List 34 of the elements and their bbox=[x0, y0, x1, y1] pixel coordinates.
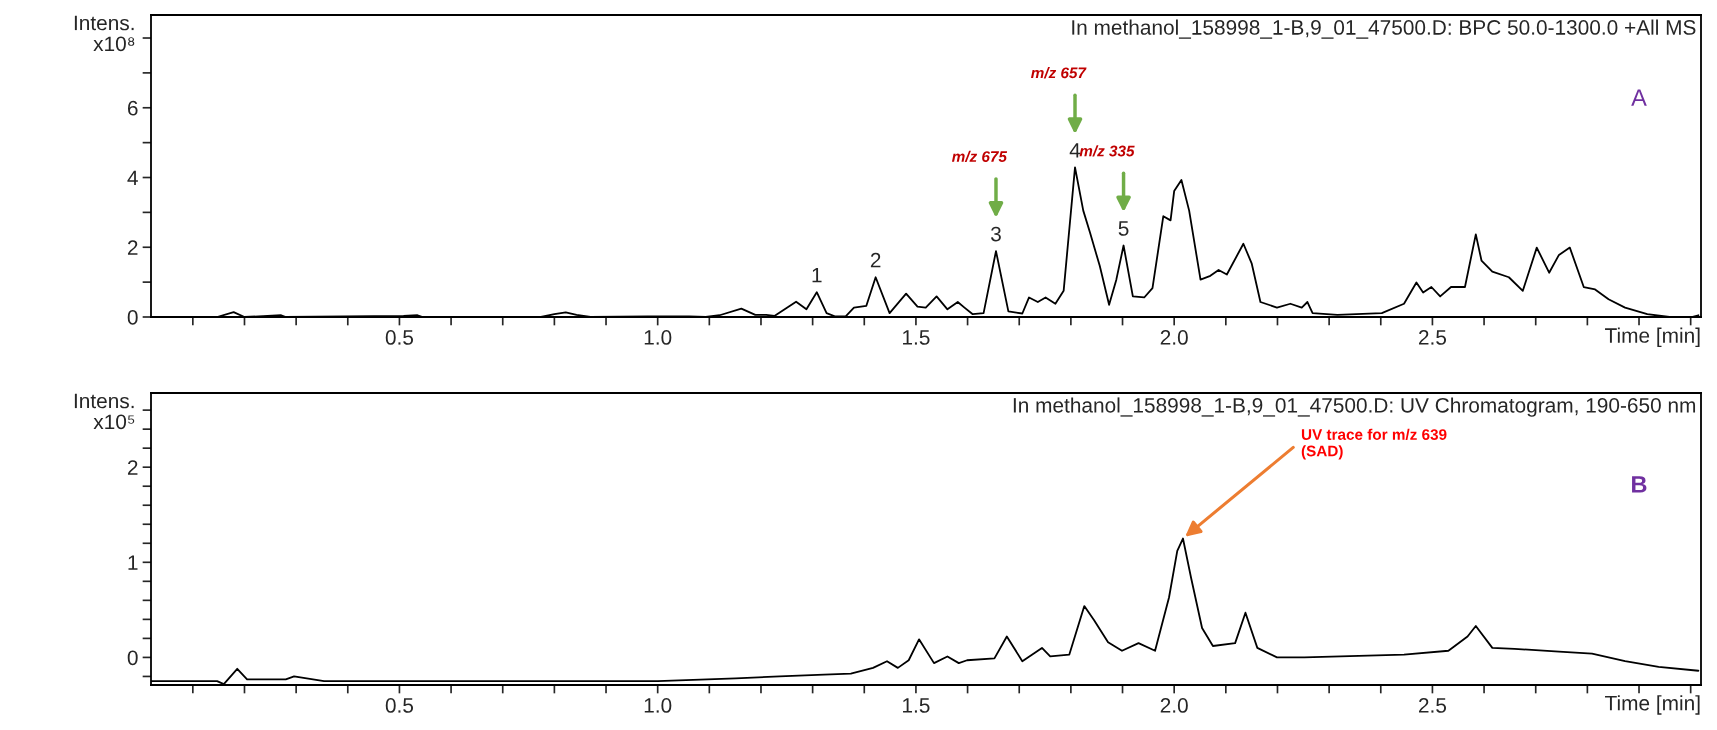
x-tick-label: 1.0 bbox=[644, 330, 672, 345]
annotation: m/z 675 bbox=[951, 150, 1008, 163]
annotation: 3 bbox=[990, 226, 1001, 242]
annotation: m/z 335 bbox=[1079, 145, 1135, 157]
y-tick-label: 4 bbox=[127, 170, 138, 186]
x-tick-label: 1.5 bbox=[903, 330, 930, 345]
annotation: 5 bbox=[1118, 221, 1129, 236]
x-tick-label: 2.0 bbox=[1160, 698, 1188, 713]
x-tick-label: 1.5 bbox=[903, 698, 930, 713]
y-axis-title: Intens. x10⁸ bbox=[74, 15, 135, 52]
annotation: m/z 657 bbox=[1031, 67, 1087, 79]
x-tick-label: 0.5 bbox=[385, 698, 414, 713]
chart-title: In methanol_158998_1-B,9_01_47500.D: BPC 50.0-1300.0 +All MS bbox=[1072, 19, 1696, 39]
y-tick-label: 0 bbox=[127, 650, 138, 666]
annotation: UV trace for m/z 639 (SAD) bbox=[1301, 428, 1447, 460]
x-tick-label: 1.0 bbox=[644, 698, 672, 713]
y-tick-label: 2 bbox=[127, 460, 138, 475]
annotation: 2 bbox=[870, 252, 881, 268]
annotation: B bbox=[1632, 476, 1647, 493]
chart-title: In methanol_158998_1-B,9_01_47500.D: UV Chromatogram, 190-650 nm bbox=[1013, 397, 1696, 417]
annotation: 1 bbox=[812, 268, 822, 283]
x-tick-label: 2.5 bbox=[1418, 698, 1447, 713]
y-tick-label: 1 bbox=[128, 555, 138, 570]
x-axis-title: Time [min] bbox=[1605, 327, 1700, 347]
y-tick-label: 0 bbox=[127, 310, 138, 325]
annotation: A bbox=[1631, 89, 1647, 106]
x-tick-label: 2.5 bbox=[1418, 330, 1447, 345]
x-axis-title: Time [min] bbox=[1605, 695, 1700, 715]
annotation: 4 bbox=[1069, 143, 1081, 158]
x-tick-label: 2.0 bbox=[1160, 330, 1188, 345]
y-tick-label: 2 bbox=[127, 240, 138, 255]
y-axis-title: Intens. x10⁵ bbox=[74, 393, 135, 430]
x-tick-label: 0.5 bbox=[385, 330, 414, 345]
y-tick-label: 6 bbox=[127, 100, 138, 116]
